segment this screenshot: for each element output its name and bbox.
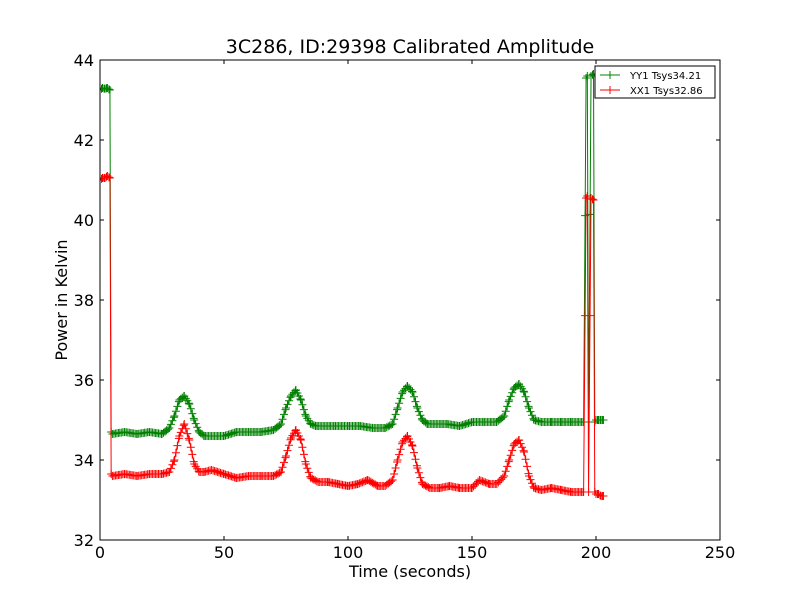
legend-label: YY1 Tsys34.21 [629,71,701,82]
y-tick-label: 34 [74,451,94,470]
legend: YY1 Tsys34.21 XX1 Tsys32.86 [594,65,716,99]
y-tick-label: 38 [74,291,94,310]
y-axis-label: Power in Kelvin [52,239,71,360]
y-tick-label: 42 [74,131,94,150]
x-axis-label: Time (seconds) [348,562,471,581]
x-tick-label: 250 [705,543,736,562]
x-tick-label: 50 [214,543,234,562]
ticks-layer: 0 50 100 150 200 250 32 34 36 38 40 42 44 [74,51,736,562]
x-tick-label: 150 [457,543,488,562]
y-tick-label: 40 [74,211,94,230]
series-markers [100,70,608,440]
series-markers [100,172,608,500]
series-2 [100,172,608,500]
x-tick-label: 100 [333,543,364,562]
legend-swatch-marker [606,86,614,94]
legend-box [594,65,716,99]
x-tick-label: 200 [581,543,612,562]
x-tick-label: 0 [95,543,105,562]
series-layer [100,70,608,500]
series-1 [100,70,608,440]
chart-title: 3C286, ID:29398 Calibrated Amplitude [226,36,594,58]
legend-label: XX1 Tsys32.86 [630,86,703,97]
legend-swatch-marker [606,71,614,79]
y-tick-label: 36 [74,371,94,390]
y-tick-label: 44 [74,51,94,70]
y-tick-label: 32 [74,531,94,550]
